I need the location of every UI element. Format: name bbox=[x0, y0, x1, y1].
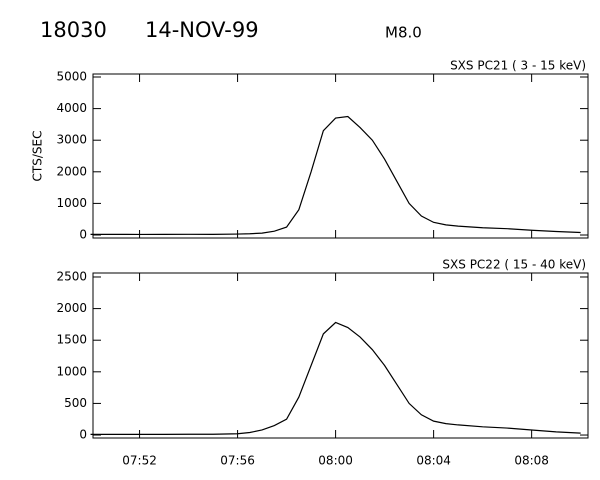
x-tick-label: 07:56 bbox=[220, 454, 255, 468]
y-tick-label: 1500 bbox=[56, 333, 87, 347]
y-tick-label: 2500 bbox=[56, 269, 87, 283]
x-tick-label: 07:52 bbox=[122, 454, 157, 468]
y-tick-label: 2000 bbox=[56, 164, 87, 178]
y-tick-label: 0 bbox=[79, 428, 87, 442]
plot-frame bbox=[92, 73, 589, 239]
panel-title: SXS PC21 ( 3 - 15 keV) bbox=[450, 59, 586, 73]
event-id: 18030 bbox=[40, 18, 107, 42]
plot-frame bbox=[92, 272, 589, 439]
data-line bbox=[90, 321, 581, 435]
x-tick-label: 08:08 bbox=[514, 454, 549, 468]
data-line bbox=[90, 115, 581, 236]
y-tick-label: 5000 bbox=[56, 70, 87, 84]
flare-class: M8.0 bbox=[385, 24, 422, 42]
y-tick-label: 1000 bbox=[56, 196, 87, 210]
y-tick-label: 1000 bbox=[56, 364, 87, 378]
y-tick-label: 4000 bbox=[56, 101, 87, 115]
panel-title: SXS PC22 ( 15 - 40 keV) bbox=[442, 258, 586, 272]
x-tick-label: 08:04 bbox=[416, 454, 451, 468]
y-tick-label: 500 bbox=[64, 396, 87, 410]
y-tick-label: 0 bbox=[79, 227, 87, 241]
x-tick-label: 08:00 bbox=[318, 454, 353, 468]
y-axis-label: CTS/SEC bbox=[31, 131, 45, 182]
y-tick-label: 2000 bbox=[56, 301, 87, 315]
event-date: 14-NOV-99 bbox=[145, 18, 259, 42]
y-tick-label: 3000 bbox=[56, 133, 87, 147]
